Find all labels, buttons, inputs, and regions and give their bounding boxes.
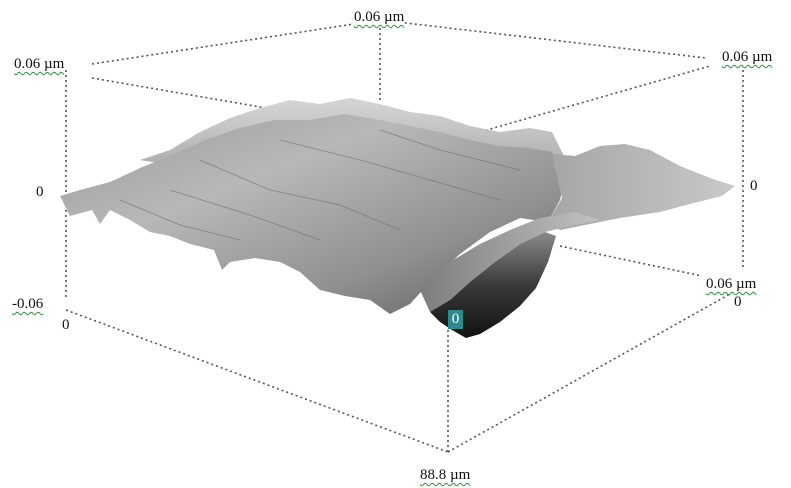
label-top-back: 0.06 µm	[354, 8, 405, 26]
surface-main-body	[60, 114, 566, 314]
label-right-base-zero: 0	[734, 294, 742, 310]
surface-front-ridge	[420, 212, 600, 312]
label-front-axis-length: 88.8 µm	[420, 466, 471, 484]
label-left-top: 0.06 µm	[14, 55, 65, 73]
label-right-zero: 0	[750, 178, 758, 194]
surface-right-plateau	[548, 144, 735, 230]
label-right-axis-length: 0.06 µm	[706, 275, 757, 293]
label-left-base-zero: 0	[62, 317, 70, 333]
cursor-value-badge: 0	[448, 310, 463, 329]
label-left-bottom: -0.06	[12, 295, 44, 313]
label-left-zero: 0	[36, 184, 44, 200]
label-right-top: 0.06 µm	[722, 48, 773, 66]
surface-mesh	[60, 98, 735, 338]
